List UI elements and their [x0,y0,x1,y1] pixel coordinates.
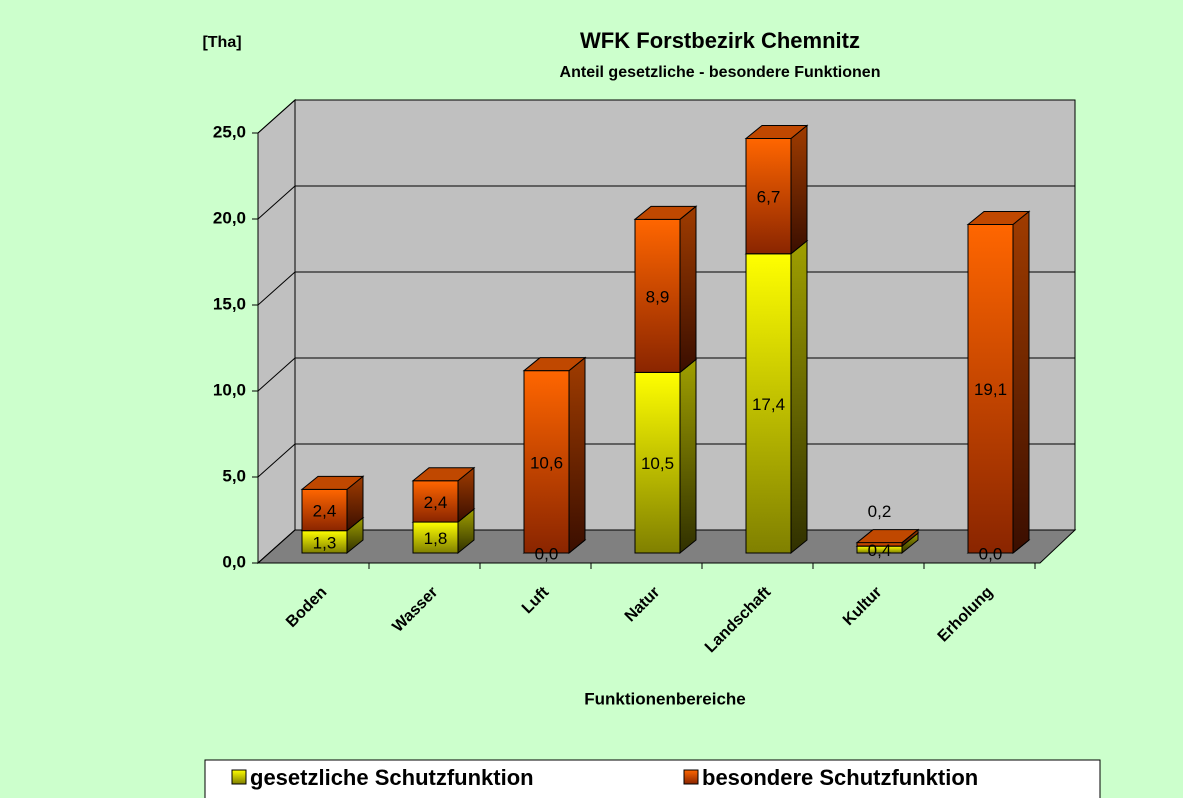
bar-top [411,467,476,482]
value-label: 0,0 [979,544,1003,563]
bar-side [790,124,808,255]
bar-segment [967,223,1014,554]
bar-segment [745,137,792,255]
bar-side [568,356,586,555]
y-tick-label: 20,0 [213,208,246,227]
grid-line [257,357,296,392]
value-label: 19,1 [974,380,1007,399]
value-label: 1,3 [313,533,337,552]
value-label: 0,4 [868,541,892,560]
bar-segment [523,370,570,554]
x-tick-label: Erholung [935,584,997,646]
legend-box [204,759,1101,798]
value-label: 0,2 [868,502,892,521]
bar-segment [412,521,459,554]
value-label: 2,4 [424,493,448,512]
value-label: 17,4 [752,395,785,414]
legend-swatch [231,769,247,785]
x-tick-label: Natur [622,584,664,626]
legend-label: besondere Schutzfunktion [702,765,978,790]
value-label: 10,6 [530,453,563,472]
value-label: 6,7 [757,188,781,207]
x-tick-label: Boden [283,584,330,631]
bar-top [522,357,587,372]
y-tick-label: 15,0 [213,294,246,313]
bar-top [300,475,365,490]
bar-side [679,205,697,374]
legend-label: gesetzliche Schutzfunktion [250,765,534,790]
grid-line [257,185,296,220]
grid-line [257,99,296,134]
y-tick-label: 0,0 [222,552,246,571]
y-tick-label: 10,0 [213,380,246,399]
x-tick-label: Luft [519,583,553,617]
grid-line [257,443,296,478]
legend-swatch [683,769,699,785]
chart-title: WFK Forstbezirk Chemnitz [580,28,860,53]
bar-top [966,210,1031,225]
bar-segment [634,218,681,373]
left-wall [257,98,296,565]
bar-top [855,529,920,544]
chart-subtitle: Anteil gesetzliche - besondere Funktione… [560,64,881,81]
bar-segment [412,480,459,523]
bar-segment [745,253,792,554]
unit-label: [Tha] [202,34,241,51]
value-label: 8,9 [646,287,670,306]
x-tick-label: Wasser [389,584,441,636]
bar-side [679,358,697,555]
value-label: 1,8 [424,529,448,548]
x-axis-label: Funktionenbereiche [584,689,746,708]
bar-top [744,124,809,139]
bar-segment [634,371,681,554]
value-label: 2,4 [313,501,337,520]
grid-line [257,271,296,306]
bar-side [1012,210,1030,555]
bar-side [790,239,808,555]
bar-top [633,205,698,220]
bar-segment [301,488,348,532]
y-tick-label: 5,0 [222,466,246,485]
grid-line [257,529,296,564]
x-tick-label: Landschaft [702,583,775,656]
y-tick-label: 25,0 [213,122,246,141]
value-label: 10,5 [641,454,674,473]
x-tick-label: Kultur [840,584,885,629]
value-label: 0,0 [535,544,559,563]
